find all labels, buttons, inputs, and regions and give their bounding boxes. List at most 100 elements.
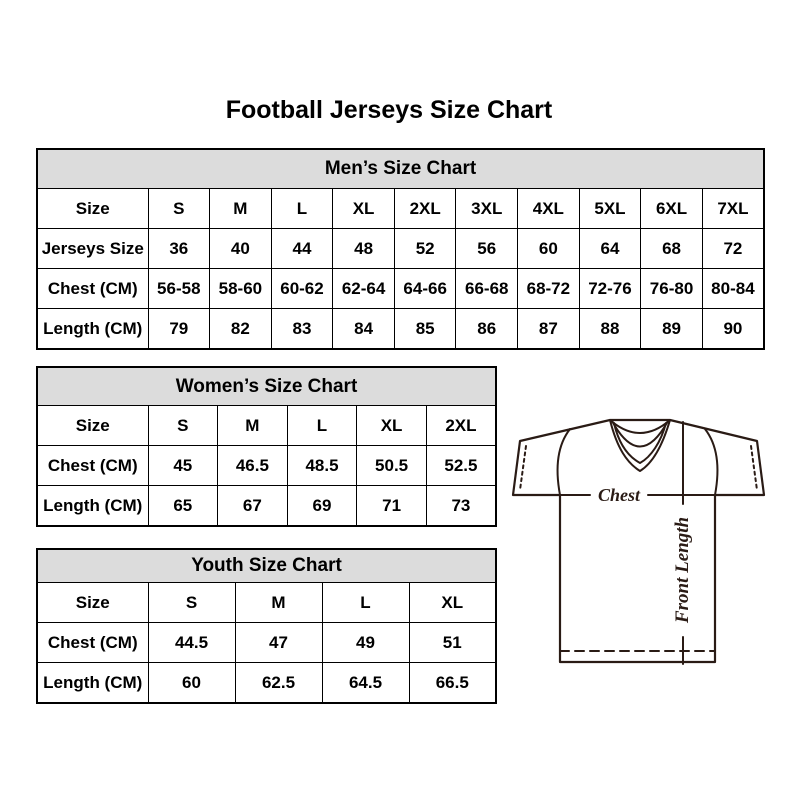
chest-label: Chest	[598, 485, 641, 505]
value-cell: 64.5	[321, 662, 410, 704]
row-header-cell: Length (CM)	[36, 308, 149, 350]
value-cell: 60	[147, 662, 236, 704]
value-cell: 76-80	[640, 268, 703, 309]
value-cell: XL	[408, 582, 497, 623]
value-cell: 69	[286, 485, 358, 527]
value-cell: 73	[425, 485, 497, 527]
jersey-diagram-svg: Chest Front Length	[511, 418, 766, 665]
row-header-cell: Size	[36, 405, 149, 446]
value-cell: 48	[332, 228, 395, 269]
row-header-cell: Chest (CM)	[36, 268, 149, 309]
row-header-cell: Size	[36, 188, 149, 229]
value-cell: 72-76	[578, 268, 642, 309]
value-cell: 3XL	[455, 188, 519, 229]
value-cell: L	[321, 582, 410, 623]
value-cell: 2XL	[425, 405, 497, 446]
value-cell: 60	[517, 228, 580, 269]
right-cuff-stitch	[750, 445, 758, 491]
row-header-cell: Length (CM)	[36, 662, 149, 704]
value-cell: 66.5	[408, 662, 497, 704]
front-length-label: Front Length	[672, 517, 693, 624]
value-cell: 62.5	[234, 662, 323, 704]
value-cell: L	[286, 405, 358, 446]
right-armhole-seam	[704, 428, 719, 496]
value-cell: XL	[332, 188, 395, 229]
table-title: Men’s Size Chart	[36, 148, 765, 189]
value-cell: M	[234, 582, 323, 623]
value-cell: 85	[393, 308, 457, 350]
value-cell: 80-84	[701, 268, 765, 309]
value-cell: 36	[147, 228, 211, 269]
value-cell: 50.5	[356, 445, 427, 486]
table-row: Chest (CM) 45 46.5 48.5 50.5 52.5	[36, 445, 497, 486]
row-header-cell: Length (CM)	[36, 485, 149, 527]
table-row: Length (CM) 60 62.5 64.5 66.5	[36, 662, 497, 704]
value-cell: 72	[701, 228, 765, 269]
value-cell: 64-66	[393, 268, 457, 309]
value-cell: 48.5	[286, 445, 358, 486]
table-row: Length (CM) 79 82 83 84 85 86 87 88 89 90	[36, 308, 765, 350]
value-cell: 46.5	[217, 445, 288, 486]
value-cell: M	[217, 405, 288, 446]
left-cuff-stitch	[519, 445, 527, 491]
value-cell: L	[270, 188, 334, 229]
table-row: Length (CM) 65 67 69 71 73	[36, 485, 497, 527]
value-cell: 2XL	[393, 188, 457, 229]
value-cell: 68	[640, 228, 703, 269]
value-cell: 64	[578, 228, 642, 269]
value-cell: 68-72	[517, 268, 580, 309]
collar-back-arc-1	[609, 419, 671, 434]
value-cell: 56-58	[147, 268, 211, 309]
value-cell: 44	[270, 228, 334, 269]
value-cell: 4XL	[517, 188, 580, 229]
youth-size-table: Youth Size Chart Size S M L XL Chest (CM) 44.5 4…	[36, 548, 497, 704]
womens-size-table: Women’s Size Chart Size S M L XL 2XL Chest (CM)…	[36, 366, 497, 527]
value-cell: 58-60	[209, 268, 272, 309]
collar-v-inner	[613, 422, 667, 464]
table-title-row: Women’s Size Chart	[36, 366, 497, 406]
value-cell: 51	[408, 622, 497, 663]
table-row: Chest (CM) 56-58 58-60 60-62 62-64 64-66 66-68…	[36, 268, 765, 309]
value-cell: 56	[455, 228, 519, 269]
value-cell: 83	[270, 308, 334, 350]
value-cell: 45	[147, 445, 219, 486]
value-cell: 49	[321, 622, 410, 663]
value-cell: 40	[209, 228, 272, 269]
row-header-cell: Chest (CM)	[36, 445, 149, 486]
table-row: Size S M L XL 2XL	[36, 405, 497, 446]
value-cell: 84	[332, 308, 395, 350]
value-cell: S	[147, 188, 211, 229]
table-title: Women’s Size Chart	[36, 366, 497, 406]
value-cell: 52.5	[425, 445, 497, 486]
value-cell: 6XL	[640, 188, 703, 229]
value-cell: 71	[356, 485, 427, 527]
collar-v-outer	[609, 419, 671, 472]
value-cell: 62-64	[332, 268, 395, 309]
value-cell: 82	[209, 308, 272, 350]
value-cell: 88	[578, 308, 642, 350]
value-cell: 60-62	[270, 268, 334, 309]
value-cell: 66-68	[455, 268, 519, 309]
jersey-outline	[511, 418, 766, 664]
table-row: Chest (CM) 44.5 47 49 51	[36, 622, 497, 663]
left-armhole-seam	[556, 428, 571, 496]
table-title-row: Youth Size Chart	[36, 548, 497, 583]
value-cell: 89	[640, 308, 703, 350]
collar-back-arc-2	[611, 420, 669, 448]
value-cell: 65	[147, 485, 219, 527]
table-row: Size S M L XL 2XL 3XL 4XL 5XL 6XL 7XL	[36, 188, 765, 229]
value-cell: S	[147, 582, 236, 623]
table-row: Jerseys Size 36 40 44 48 52 56 60 64 68 72	[36, 228, 765, 269]
table-title: Youth Size Chart	[36, 548, 497, 583]
value-cell: 86	[455, 308, 519, 350]
value-cell: 7XL	[701, 188, 765, 229]
table-row: Size S M L XL	[36, 582, 497, 623]
value-cell: 5XL	[578, 188, 642, 229]
value-cell: 47	[234, 622, 323, 663]
value-cell: XL	[356, 405, 427, 446]
value-cell: 67	[217, 485, 288, 527]
mens-size-table: Men’s Size Chart Size S M L XL 2XL 3XL 4XL 5XL 6XL…	[36, 148, 765, 350]
row-header-cell: Chest (CM)	[36, 622, 149, 663]
value-cell: 87	[517, 308, 580, 350]
value-cell: M	[209, 188, 272, 229]
